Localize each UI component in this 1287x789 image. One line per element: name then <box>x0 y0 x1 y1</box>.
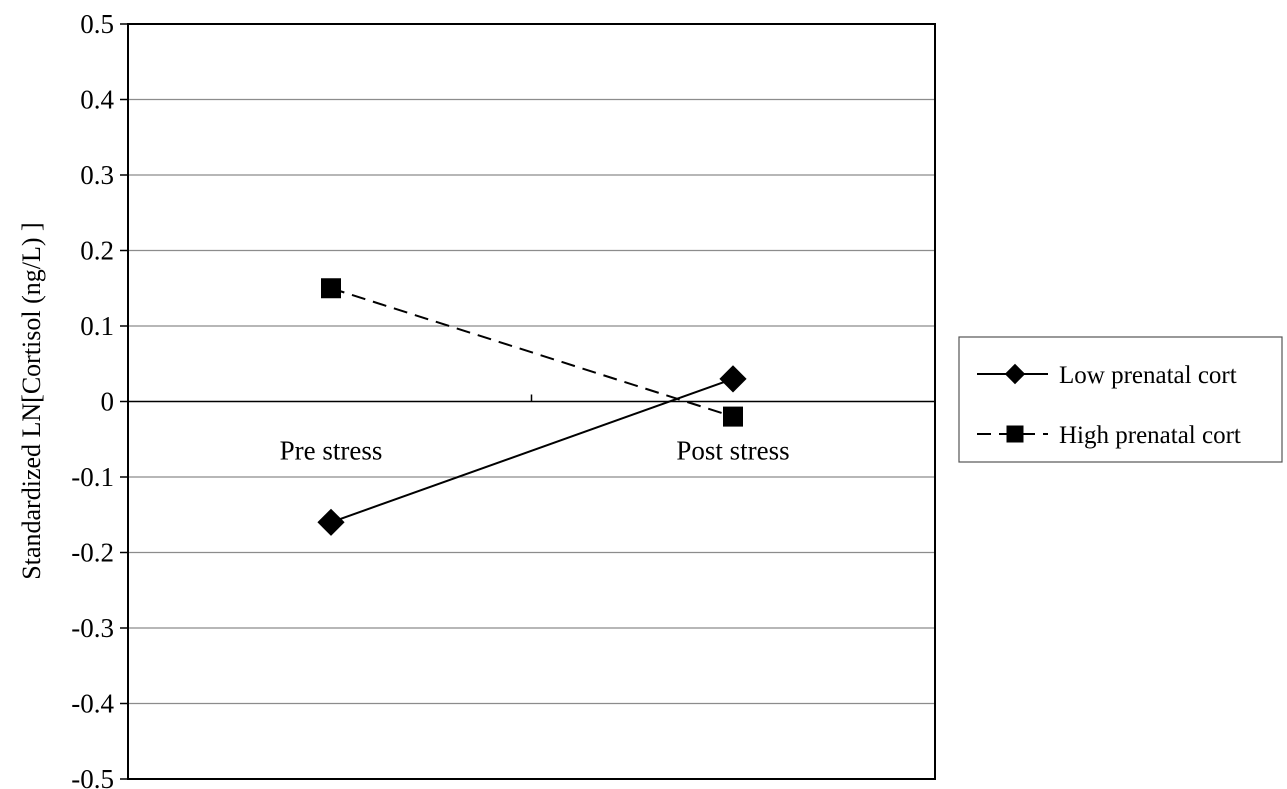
y-tick-label: 0.1 <box>80 311 114 341</box>
series-line <box>330 287 734 418</box>
legend-label: Low prenatal cort <box>1059 362 1237 389</box>
y-tick-label: -0.3 <box>71 613 114 643</box>
x-category-label: Pre stress <box>280 436 383 466</box>
x-axis-category-labels: Pre stress Post stress <box>280 436 790 466</box>
y-tick-label: 0.5 <box>80 9 114 39</box>
series-line <box>330 377 734 524</box>
legend-label: High prenatal cort <box>1059 422 1241 449</box>
diamond-marker <box>719 365 747 393</box>
legend: Low prenatal cort High prenatal cort <box>958 336 1283 463</box>
square-marker <box>723 406 743 427</box>
y-axis-label: Standardized LN[Cortisol (ng/L) ] <box>17 222 46 579</box>
square-marker <box>321 278 341 299</box>
y-tick-label: -0.5 <box>71 764 114 789</box>
x-category-label: Post stress <box>676 436 789 466</box>
y-tick-label: -0.4 <box>71 689 114 719</box>
x-axis <box>128 394 935 403</box>
square-marker <box>1006 425 1024 443</box>
gridlines <box>128 98 935 705</box>
y-tick-label: 0.3 <box>80 160 114 190</box>
diamond-marker <box>1004 363 1026 385</box>
y-tick-label: 0.4 <box>80 85 114 115</box>
diamond-marker <box>317 508 345 536</box>
y-tick-label: -0.1 <box>71 462 114 492</box>
series-lines <box>330 287 734 524</box>
y-tick-label: 0.2 <box>80 236 114 266</box>
y-tick-label: -0.2 <box>71 538 114 568</box>
series-markers <box>317 278 747 536</box>
y-axis-tick-labels: 0.5 0.4 0.3 0.2 0.1 0 -0.1 -0.2 -0.3 -0.4 -0.5 <box>71 9 128 789</box>
y-tick-label: 0 <box>101 387 115 417</box>
